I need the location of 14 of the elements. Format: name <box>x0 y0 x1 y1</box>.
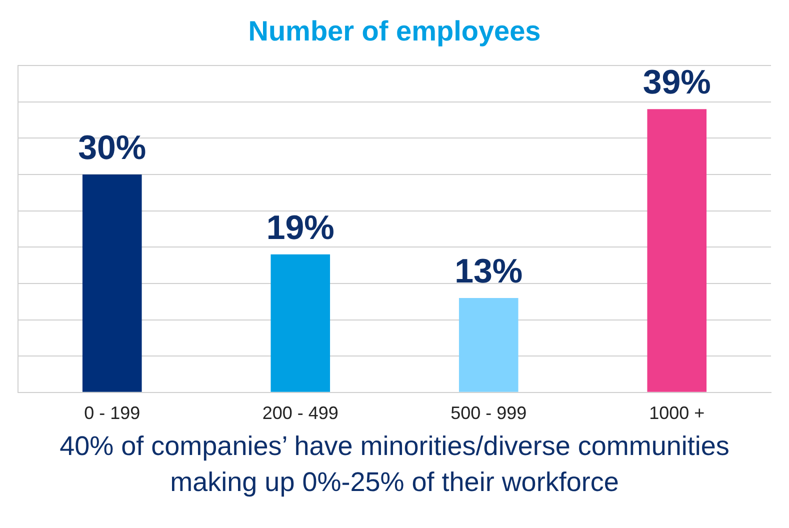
data-label: 30% <box>78 128 146 167</box>
text: 40% of companies’ have minorities/diverse communities making up 0%-25% of their workforce <box>58 430 730 499</box>
bar <box>647 109 707 392</box>
x-tick-label: 1000 + <box>649 403 705 424</box>
bar <box>458 298 518 392</box>
data-label: 13% <box>454 252 523 290</box>
bar <box>270 254 330 392</box>
bar <box>82 174 142 392</box>
chart-title: Number of employees <box>248 16 541 47</box>
x-tick-label: 500 - 999 <box>450 403 527 424</box>
data-label: 19% <box>266 208 334 247</box>
x-tick-label: 0 - 199 <box>84 403 140 424</box>
data-label: 39% <box>642 64 711 102</box>
x-tick-label: 200 - 499 <box>262 403 338 424</box>
